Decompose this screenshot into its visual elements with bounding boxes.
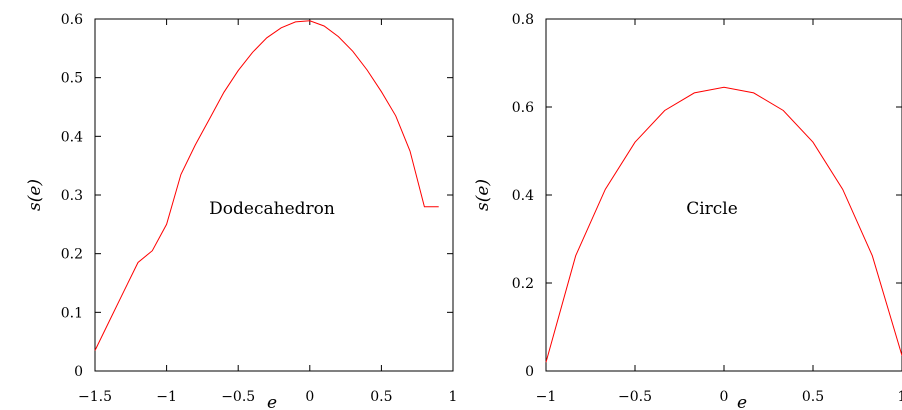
y-tick-label: 0.6: [512, 100, 534, 116]
y-tick-label: 0.2: [61, 247, 83, 263]
y-tick-label: 0.1: [61, 305, 83, 321]
y-ticks: 0 0.2 0.4 0.6 0.8: [512, 12, 902, 380]
x-tick-label: −1: [156, 389, 177, 405]
x-tick-label: −0.5: [221, 389, 255, 405]
y-tick-label: 0.4: [512, 188, 534, 204]
series-line: [545, 86, 902, 363]
y-tick-label: 0.6: [61, 12, 83, 28]
y-tick-label: 0.3: [61, 188, 83, 204]
x-tick-label: −0.5: [618, 389, 652, 405]
y-tick-label: 0.4: [61, 129, 83, 145]
plot-frame: [94, 18, 454, 372]
x-tick-label: 1: [898, 389, 902, 405]
plot-frame: [545, 18, 902, 372]
y-tick-label: 0: [74, 364, 83, 380]
y-tick-label: 0.2: [512, 276, 534, 292]
y-tick-label: 0.5: [61, 71, 83, 87]
x-ticks: −1 −0.5 0 0.5 1: [536, 19, 902, 405]
x-tick-label: 0: [305, 389, 314, 405]
curve-annotation: Dodecahedron: [209, 199, 335, 219]
series-line: [94, 20, 439, 351]
y-axis-label: s(e): [25, 179, 45, 211]
x-tick-label: 0: [720, 389, 729, 405]
curve-annotation: Circle: [686, 199, 738, 219]
x-tick-label: 1: [449, 389, 458, 405]
x-axis-label: e: [267, 393, 277, 410]
y-tick-label: 0: [525, 364, 534, 380]
y-tick-label: 0.8: [512, 12, 534, 28]
x-ticks: −1.5 −1 −0.5 0 0.5 1: [78, 19, 457, 405]
y-axis-label: s(e): [473, 179, 493, 211]
dodecahedron-panel: −1.5 −1 −0.5 0 0.5 1 0 0.1 0.2 0.3 0.4 0.5 0.6 Dode…: [25, 12, 457, 410]
circle-panel: −1 −0.5 0 0.5 1 0 0.2 0.4 0.6 0.8 Circle s(e) e: [473, 12, 902, 410]
x-tick-label: 0.5: [802, 389, 824, 405]
x-tick-label: −1: [536, 389, 557, 405]
x-tick-label: 0.5: [370, 389, 392, 405]
x-tick-label: −1.5: [78, 389, 112, 405]
y-ticks: 0 0.1 0.2 0.3 0.4 0.5 0.6: [61, 12, 453, 380]
x-axis-label: e: [737, 393, 747, 410]
